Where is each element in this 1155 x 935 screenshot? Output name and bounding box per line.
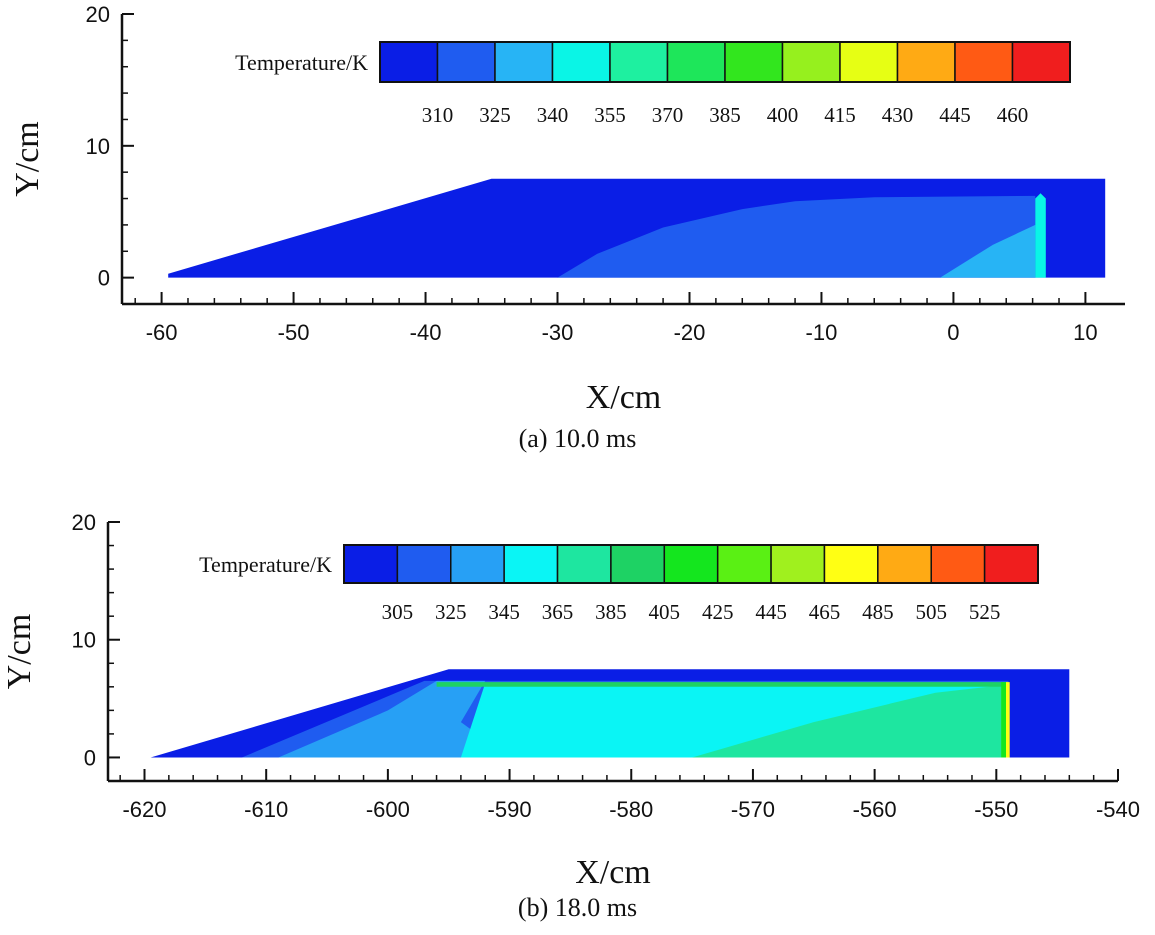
x-tick-label: -570 — [731, 797, 775, 822]
x-tick-label: -560 — [853, 797, 897, 822]
x-tick-label: -30 — [542, 320, 574, 345]
colorbar-level-label: 445 — [755, 600, 787, 624]
colorbar-swatch — [716, 544, 772, 584]
colorbar-level-label: 425 — [702, 600, 734, 624]
colorbar-frame — [343, 544, 1039, 584]
colorbar-swatch — [663, 544, 719, 584]
temperature-region-1 — [557, 195, 1036, 278]
colorbar-level-label: 310 — [422, 103, 454, 127]
x-tick-label: 0 — [947, 320, 959, 345]
y-tick-label: 10 — [72, 628, 96, 653]
colorbar-level-label: 415 — [824, 103, 856, 127]
x-tick-label: -610 — [244, 797, 288, 822]
temperature-region-4 — [692, 684, 1009, 758]
chart-panel-a: -60 -50 -40 -30 -20 -10 0 10 0 10 20 X/cm Y/cm Temper… — [9, 2, 1125, 453]
colorbar-swatch — [770, 544, 826, 584]
x-tick-label: -50 — [278, 320, 310, 345]
temperature-region-2 — [278, 680, 510, 758]
colorbar-swatch — [839, 41, 899, 83]
x-axis-title: X/cm — [586, 379, 662, 416]
caption-b: (b) 18.0 ms — [517, 893, 638, 922]
colorbar-swatch — [954, 41, 1014, 83]
chart-panel-b: -620 -610 -600 -590 -580 -570 -560 -550 -540 0 10 2… — [0, 495, 1155, 935]
colorbar-swatch — [983, 544, 1039, 584]
colorbar-level-label: 355 — [594, 103, 626, 127]
colorbar-swatch — [503, 544, 559, 584]
y-tick-label: 0 — [98, 266, 110, 291]
colorbar-level-label: 385 — [709, 103, 741, 127]
heatmap-b: -620 -610 -600 -590 -580 -570 -560 -550 -540 0 10 2… — [1, 510, 1140, 891]
y-tick-label: 20 — [86, 2, 110, 27]
colorbar-swatch — [556, 544, 612, 584]
x-tick-label: -580 — [609, 797, 653, 822]
colorbar-level-label: 345 — [488, 600, 520, 624]
colorbar-swatch — [343, 544, 399, 584]
colorbar-level-label: 485 — [862, 600, 894, 624]
x-tick-label: -620 — [122, 797, 166, 822]
y-tick-label: 10 — [86, 134, 110, 159]
x-tick-label: 10 — [1073, 320, 1097, 345]
colorbar-swatch — [551, 41, 611, 83]
x-axis-title: X/cm — [575, 854, 651, 891]
colorbar-swatch — [610, 544, 666, 584]
x-tick-label: -550 — [974, 797, 1018, 822]
colorbar-level-label: 405 — [649, 600, 681, 624]
temperature-region-3 — [1035, 193, 1046, 278]
colorbar-level-label: 365 — [542, 600, 574, 624]
colorbar-swatch — [724, 41, 784, 83]
colorbar-level-label: 525 — [969, 600, 1001, 624]
colorbar-level-label: 385 — [595, 600, 627, 624]
colorbar-level-label: 325 — [435, 600, 467, 624]
colorbar-swatch — [436, 41, 496, 83]
temperature-region-7 — [1006, 682, 1010, 758]
y-tick-label: 0 — [84, 745, 96, 770]
x-tick-label: -60 — [146, 320, 178, 345]
colorbar-level-label: 325 — [479, 103, 511, 127]
y-axis-title: Y/cm — [9, 121, 46, 197]
colorbar-frame — [379, 41, 1071, 83]
colorbar-swatch — [896, 41, 956, 83]
colorbar-title: Temperature/K — [199, 552, 332, 577]
colorbar-swatch — [1011, 41, 1071, 83]
colorbar-level-label: 340 — [537, 103, 569, 127]
colorbar-title: Temperature/K — [235, 50, 368, 75]
y-axis-title: Y/cm — [1, 614, 38, 690]
y-tick-label: 20 — [72, 510, 96, 535]
colorbar-swatch — [396, 544, 452, 584]
temperature-region-2 — [940, 224, 1036, 278]
colorbar-swatch — [609, 41, 669, 83]
colorbar-swatch — [930, 544, 986, 584]
colorbar-level-label: 430 — [882, 103, 914, 127]
colorbar-level-label: 465 — [809, 600, 841, 624]
colorbar-swatch — [450, 544, 505, 584]
colorbar-level-label: 460 — [997, 103, 1029, 127]
x-tick-label: -590 — [488, 797, 532, 822]
colorbar-level-label: 370 — [652, 103, 684, 127]
colorbar-level-label: 400 — [767, 103, 799, 127]
colorbar-swatch — [494, 41, 554, 83]
x-tick-label: -10 — [806, 320, 838, 345]
colorbar-level-label: 305 — [382, 600, 414, 624]
x-tick-label: -540 — [1096, 797, 1140, 822]
x-tick-label: -20 — [674, 320, 706, 345]
colorbar-swatch — [781, 41, 841, 83]
colorbar-level-label: 445 — [939, 103, 971, 127]
x-tick-label: -40 — [410, 320, 442, 345]
caption-a: (a) 10.0 ms — [518, 424, 637, 453]
colorbar-swatch — [379, 41, 439, 83]
colorbar-level-label: 505 — [915, 600, 947, 624]
colorbar-swatch — [877, 544, 932, 584]
colorbar-swatch — [823, 544, 879, 584]
x-tick-label: -600 — [366, 797, 410, 822]
heatmap-a: -60 -50 -40 -30 -20 -10 0 10 0 10 20 X/cm Y/cm Temper… — [9, 2, 1125, 416]
temperature-region-5 — [436, 682, 1009, 687]
colorbar-swatch — [666, 41, 726, 83]
